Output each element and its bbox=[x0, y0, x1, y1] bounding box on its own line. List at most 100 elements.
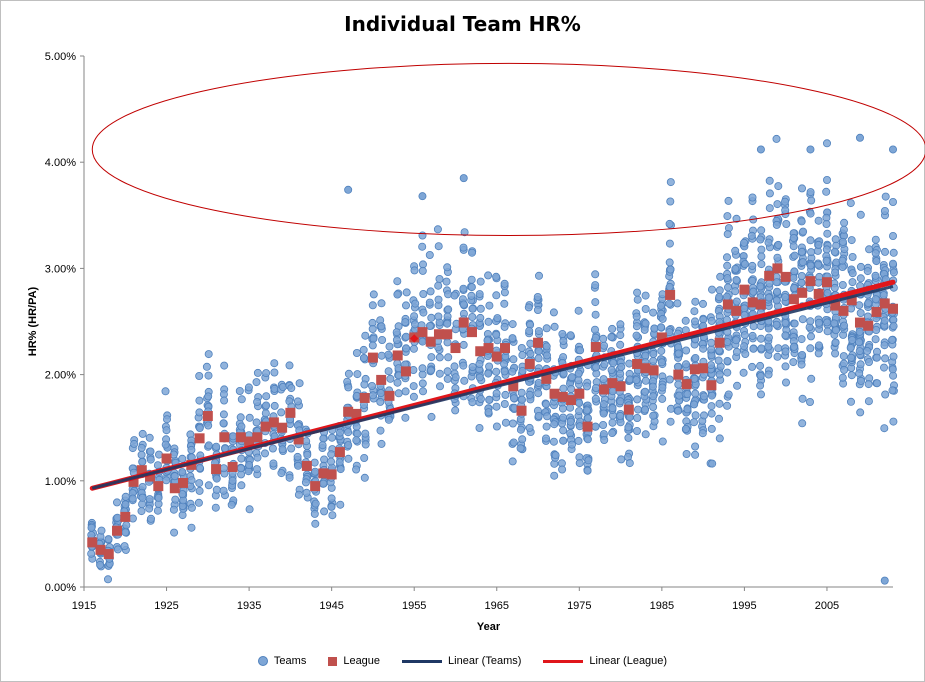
league-point bbox=[194, 433, 205, 444]
team-point bbox=[691, 389, 700, 398]
team-point bbox=[888, 335, 897, 344]
team-point bbox=[600, 435, 609, 444]
team-point bbox=[525, 326, 534, 335]
team-point bbox=[145, 495, 154, 504]
team-point bbox=[113, 498, 122, 507]
team-point bbox=[782, 378, 791, 387]
team-point bbox=[534, 354, 543, 363]
team-point bbox=[270, 359, 279, 368]
team-point bbox=[575, 407, 584, 416]
team-point bbox=[435, 353, 444, 362]
team-point bbox=[178, 490, 187, 499]
team-point bbox=[847, 397, 856, 406]
team-point bbox=[402, 288, 411, 297]
team-point bbox=[228, 476, 237, 485]
team-point bbox=[543, 351, 552, 360]
team-point bbox=[278, 382, 287, 391]
league-point bbox=[557, 391, 568, 402]
x-tick-label: 1975 bbox=[567, 600, 591, 612]
team-point bbox=[418, 266, 427, 275]
team-point bbox=[344, 454, 353, 463]
team-point bbox=[378, 335, 387, 344]
team-point bbox=[748, 331, 757, 340]
linear-league-line-icon bbox=[543, 659, 584, 663]
team-point bbox=[500, 399, 509, 408]
league-point bbox=[590, 341, 601, 352]
league-point bbox=[582, 421, 593, 432]
team-point bbox=[418, 364, 427, 373]
league-point bbox=[87, 537, 98, 548]
team-point bbox=[764, 293, 773, 302]
team-point bbox=[714, 356, 723, 365]
team-point bbox=[361, 331, 370, 340]
team-point bbox=[310, 458, 319, 467]
team-point bbox=[814, 278, 823, 287]
team-point bbox=[863, 267, 872, 276]
team-point bbox=[641, 376, 650, 385]
league-point bbox=[301, 460, 312, 471]
team-point bbox=[764, 238, 773, 247]
y-tick-label: 4.00% bbox=[45, 157, 76, 169]
team-point bbox=[798, 184, 807, 193]
team-point bbox=[409, 382, 418, 391]
team-point bbox=[212, 485, 221, 494]
team-point bbox=[568, 373, 577, 382]
team-point bbox=[608, 418, 617, 427]
team-point bbox=[863, 346, 872, 355]
team-point bbox=[657, 358, 666, 367]
team-point bbox=[790, 319, 799, 328]
league-point bbox=[788, 294, 799, 305]
league-point bbox=[871, 306, 882, 317]
team-point bbox=[691, 353, 700, 362]
team-point bbox=[823, 327, 832, 336]
team-point bbox=[567, 384, 576, 393]
team-point bbox=[840, 321, 849, 330]
team-point bbox=[757, 344, 766, 353]
team-point bbox=[138, 457, 147, 466]
axes: 0.00% 1.00% 2.00% 3.00% 4.00% 5.00% 1915 1925 19… bbox=[27, 51, 893, 633]
team-point bbox=[202, 362, 211, 371]
team-point bbox=[435, 274, 444, 283]
team-point bbox=[757, 334, 766, 343]
team-point bbox=[492, 330, 501, 339]
team-point bbox=[591, 333, 600, 342]
league-point bbox=[673, 369, 684, 380]
team-point bbox=[501, 418, 510, 427]
team-point bbox=[518, 366, 527, 375]
league-point bbox=[466, 327, 477, 338]
team-point bbox=[525, 423, 534, 432]
team-point bbox=[293, 397, 302, 406]
team-point bbox=[757, 390, 766, 399]
league-point bbox=[161, 453, 172, 464]
league-point bbox=[458, 317, 469, 328]
team-point bbox=[518, 351, 527, 360]
team-point bbox=[96, 560, 105, 569]
league-point bbox=[260, 421, 271, 432]
team-point bbox=[187, 523, 196, 532]
league-point bbox=[384, 390, 395, 401]
x-tick-label: 1965 bbox=[485, 600, 509, 612]
team-point bbox=[262, 392, 271, 401]
league-point bbox=[500, 343, 511, 354]
team-point bbox=[723, 356, 732, 365]
team-point bbox=[444, 353, 453, 362]
league-point bbox=[574, 388, 585, 399]
team-point bbox=[237, 422, 246, 431]
team-point bbox=[888, 386, 897, 395]
x-tick-label: 1995 bbox=[732, 600, 756, 612]
team-point bbox=[591, 394, 600, 403]
team-point bbox=[543, 412, 552, 421]
team-point bbox=[204, 350, 213, 359]
team-point bbox=[657, 323, 666, 332]
team-point bbox=[236, 413, 245, 422]
league-point bbox=[318, 468, 329, 479]
league-point bbox=[516, 405, 527, 416]
team-point bbox=[649, 356, 658, 365]
legend-label-teams: Teams bbox=[273, 655, 307, 667]
team-point bbox=[574, 436, 583, 445]
league-point bbox=[549, 388, 560, 399]
team-point bbox=[856, 408, 865, 417]
team-point bbox=[789, 242, 798, 251]
team-point bbox=[336, 465, 345, 474]
team-point bbox=[864, 397, 873, 406]
